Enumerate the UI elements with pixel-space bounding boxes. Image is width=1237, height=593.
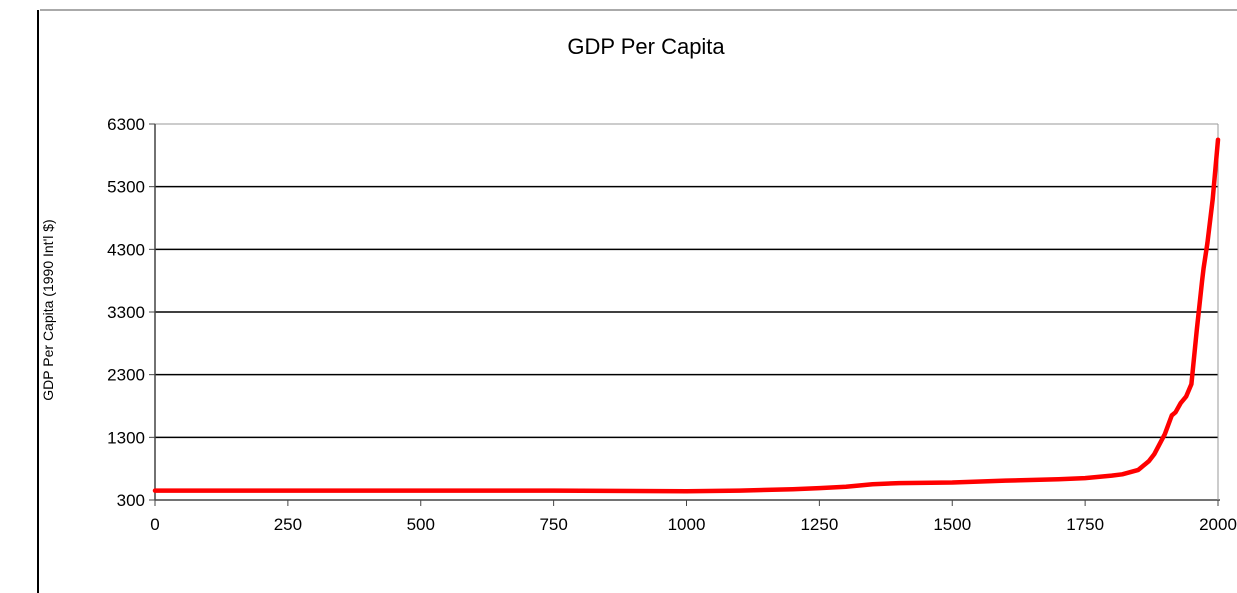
- y-axis-label: GDP Per Capita (1990 Int'l $): [40, 219, 56, 400]
- gridlines: [155, 123, 1218, 439]
- y-tick-label: 300: [117, 491, 145, 510]
- y-tick-label: 3300: [107, 303, 145, 322]
- x-tick-label: 750: [539, 515, 567, 534]
- x-tick-label: 250: [274, 515, 302, 534]
- chart-title: GDP Per Capita: [567, 34, 725, 59]
- series-line: [152, 137, 1221, 494]
- y-tick-label: 4300: [107, 240, 145, 259]
- x-tick-labels: 0 250 500 750 1000 1250 1500 1750 2000: [150, 500, 1237, 534]
- x-tick-label: 1500: [933, 515, 971, 534]
- y-tick-label: 1300: [107, 428, 145, 447]
- y-tick-label: 6300: [107, 115, 145, 134]
- x-tick-label: 0: [150, 515, 159, 534]
- x-tick-label: 2000: [1199, 515, 1237, 534]
- x-tick-label: 500: [407, 515, 435, 534]
- y-tick-label: 5300: [107, 178, 145, 197]
- y-tick-label: 2300: [107, 366, 145, 385]
- y-tick-labels: 300 1300 2300 3300 4300 5300 6300: [107, 115, 155, 510]
- x-tick-label: 1250: [800, 515, 838, 534]
- x-tick-label: 1000: [668, 515, 706, 534]
- x-tick-label: 1750: [1066, 515, 1104, 534]
